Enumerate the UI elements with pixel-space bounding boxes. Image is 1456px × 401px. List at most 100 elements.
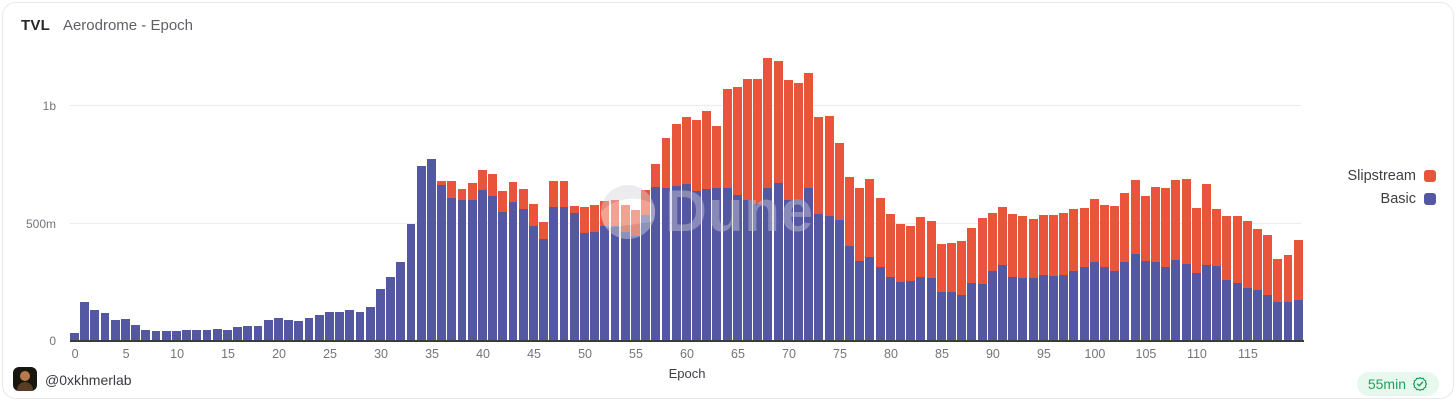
bar-slipstream[interactable] (1151, 187, 1160, 263)
bar-basic[interactable] (467, 199, 477, 341)
bar-slipstream[interactable] (1130, 180, 1140, 254)
bar-slipstream[interactable] (498, 191, 508, 212)
bar-basic[interactable] (610, 226, 620, 341)
bar-basic[interactable] (630, 235, 640, 341)
bar-basic[interactable] (671, 186, 681, 341)
bar-slipstream[interactable] (1038, 214, 1048, 275)
bar-basic[interactable] (1018, 278, 1028, 341)
bar-slipstream[interactable] (1110, 206, 1120, 272)
bar-slipstream[interactable] (1222, 215, 1232, 280)
bar-slipstream[interactable] (569, 205, 579, 213)
bar-basic[interactable] (600, 225, 610, 341)
bar-basic[interactable] (1242, 288, 1252, 341)
bar-basic[interactable] (182, 330, 192, 341)
bar-basic[interactable] (1120, 262, 1130, 341)
bar-slipstream[interactable] (916, 217, 926, 278)
bar-slipstream[interactable] (539, 222, 548, 240)
bar-slipstream[interactable] (865, 179, 875, 257)
bar-basic[interactable] (120, 318, 130, 341)
bar-basic[interactable] (151, 330, 161, 341)
bar-slipstream[interactable] (743, 79, 752, 201)
bar-basic[interactable] (579, 233, 589, 341)
bar-basic[interactable] (80, 302, 90, 341)
bar-basic[interactable] (1263, 295, 1273, 341)
bar-basic[interactable] (763, 187, 773, 341)
bar-basic[interactable] (1028, 278, 1038, 341)
bar-slipstream[interactable] (1273, 258, 1283, 303)
bar-basic[interactable] (508, 201, 518, 341)
bar-basic[interactable] (783, 200, 793, 341)
bar-basic[interactable] (488, 196, 498, 341)
bar-slipstream[interactable] (600, 201, 610, 226)
bar-slipstream[interactable] (457, 188, 467, 201)
bar-basic[interactable] (233, 326, 243, 341)
bar-slipstream[interactable] (967, 227, 977, 284)
bar-basic[interactable] (702, 188, 712, 341)
bar-slipstream[interactable] (1263, 235, 1273, 296)
bar-basic[interactable] (987, 270, 997, 341)
bar-slipstream[interactable] (845, 176, 854, 247)
bar-basic[interactable] (896, 281, 905, 341)
bar-basic[interactable] (284, 319, 294, 341)
bar-slipstream[interactable] (1253, 229, 1262, 291)
bar-basic[interactable] (906, 280, 916, 341)
bar-basic[interactable] (406, 224, 416, 341)
bar-slipstream[interactable] (477, 169, 487, 191)
bar-basic[interactable] (437, 185, 447, 341)
bar-basic[interactable] (110, 319, 120, 341)
bar-slipstream[interactable] (549, 181, 559, 208)
bar-basic[interactable] (1253, 290, 1262, 341)
bar-basic[interactable] (865, 256, 875, 341)
bar-slipstream[interactable] (957, 241, 967, 296)
bar-basic[interactable] (549, 207, 559, 341)
bar-basic[interactable] (957, 295, 967, 341)
bar-basic[interactable] (1171, 259, 1181, 341)
bar-slipstream[interactable] (579, 207, 589, 234)
bar-slipstream[interactable] (1293, 239, 1303, 301)
bar-slipstream[interactable] (732, 86, 742, 196)
bar-basic[interactable] (518, 208, 528, 341)
bar-basic[interactable] (447, 197, 457, 341)
bar-slipstream[interactable] (773, 61, 783, 183)
bar-basic[interactable] (324, 312, 334, 341)
bar-basic[interactable] (539, 239, 548, 341)
bar-basic[interactable] (834, 219, 844, 341)
bar-basic[interactable] (977, 283, 987, 341)
bar-basic[interactable] (1202, 265, 1211, 341)
bar-basic[interactable] (1212, 266, 1222, 341)
bar-slipstream[interactable] (1283, 255, 1293, 302)
legend-item-slipstream[interactable]: Slipstream (1348, 168, 1436, 184)
bar-basic[interactable] (875, 266, 885, 341)
bar-basic[interactable] (335, 311, 345, 341)
bar-slipstream[interactable] (447, 180, 457, 198)
bar-basic[interactable] (212, 328, 222, 341)
bar-basic[interactable] (1140, 261, 1150, 341)
bar-basic[interactable] (1079, 266, 1089, 341)
bar-basic[interactable] (365, 307, 375, 341)
bar-basic[interactable] (396, 261, 406, 341)
bar-basic[interactable] (253, 325, 263, 341)
bar-basic[interactable] (651, 187, 661, 341)
bar-basic[interactable] (1293, 300, 1303, 341)
bar-basic[interactable] (457, 200, 467, 341)
bar-slipstream[interactable] (936, 244, 946, 293)
bar-slipstream[interactable] (1059, 212, 1069, 275)
bar-slipstream[interactable] (1232, 216, 1242, 284)
bar-slipstream[interactable] (712, 126, 722, 188)
bar-basic[interactable] (794, 200, 803, 341)
bar-basic[interactable] (824, 215, 834, 341)
bar-slipstream[interactable] (722, 89, 732, 188)
bar-basic[interactable] (998, 265, 1007, 341)
bar-basic[interactable] (814, 214, 824, 341)
bar-slipstream[interactable] (814, 116, 824, 215)
bar-basic[interactable] (1222, 279, 1232, 341)
bar-basic[interactable] (1283, 301, 1293, 341)
bar-slipstream[interactable] (824, 116, 834, 216)
bar-slipstream[interactable] (1191, 208, 1201, 274)
bar-slipstream[interactable] (947, 243, 956, 292)
bar-basic[interactable] (375, 288, 385, 341)
bar-slipstream[interactable] (508, 181, 518, 202)
bar-basic[interactable] (243, 325, 253, 341)
bar-slipstream[interactable] (753, 79, 763, 204)
bar-slipstream[interactable] (1079, 208, 1089, 267)
